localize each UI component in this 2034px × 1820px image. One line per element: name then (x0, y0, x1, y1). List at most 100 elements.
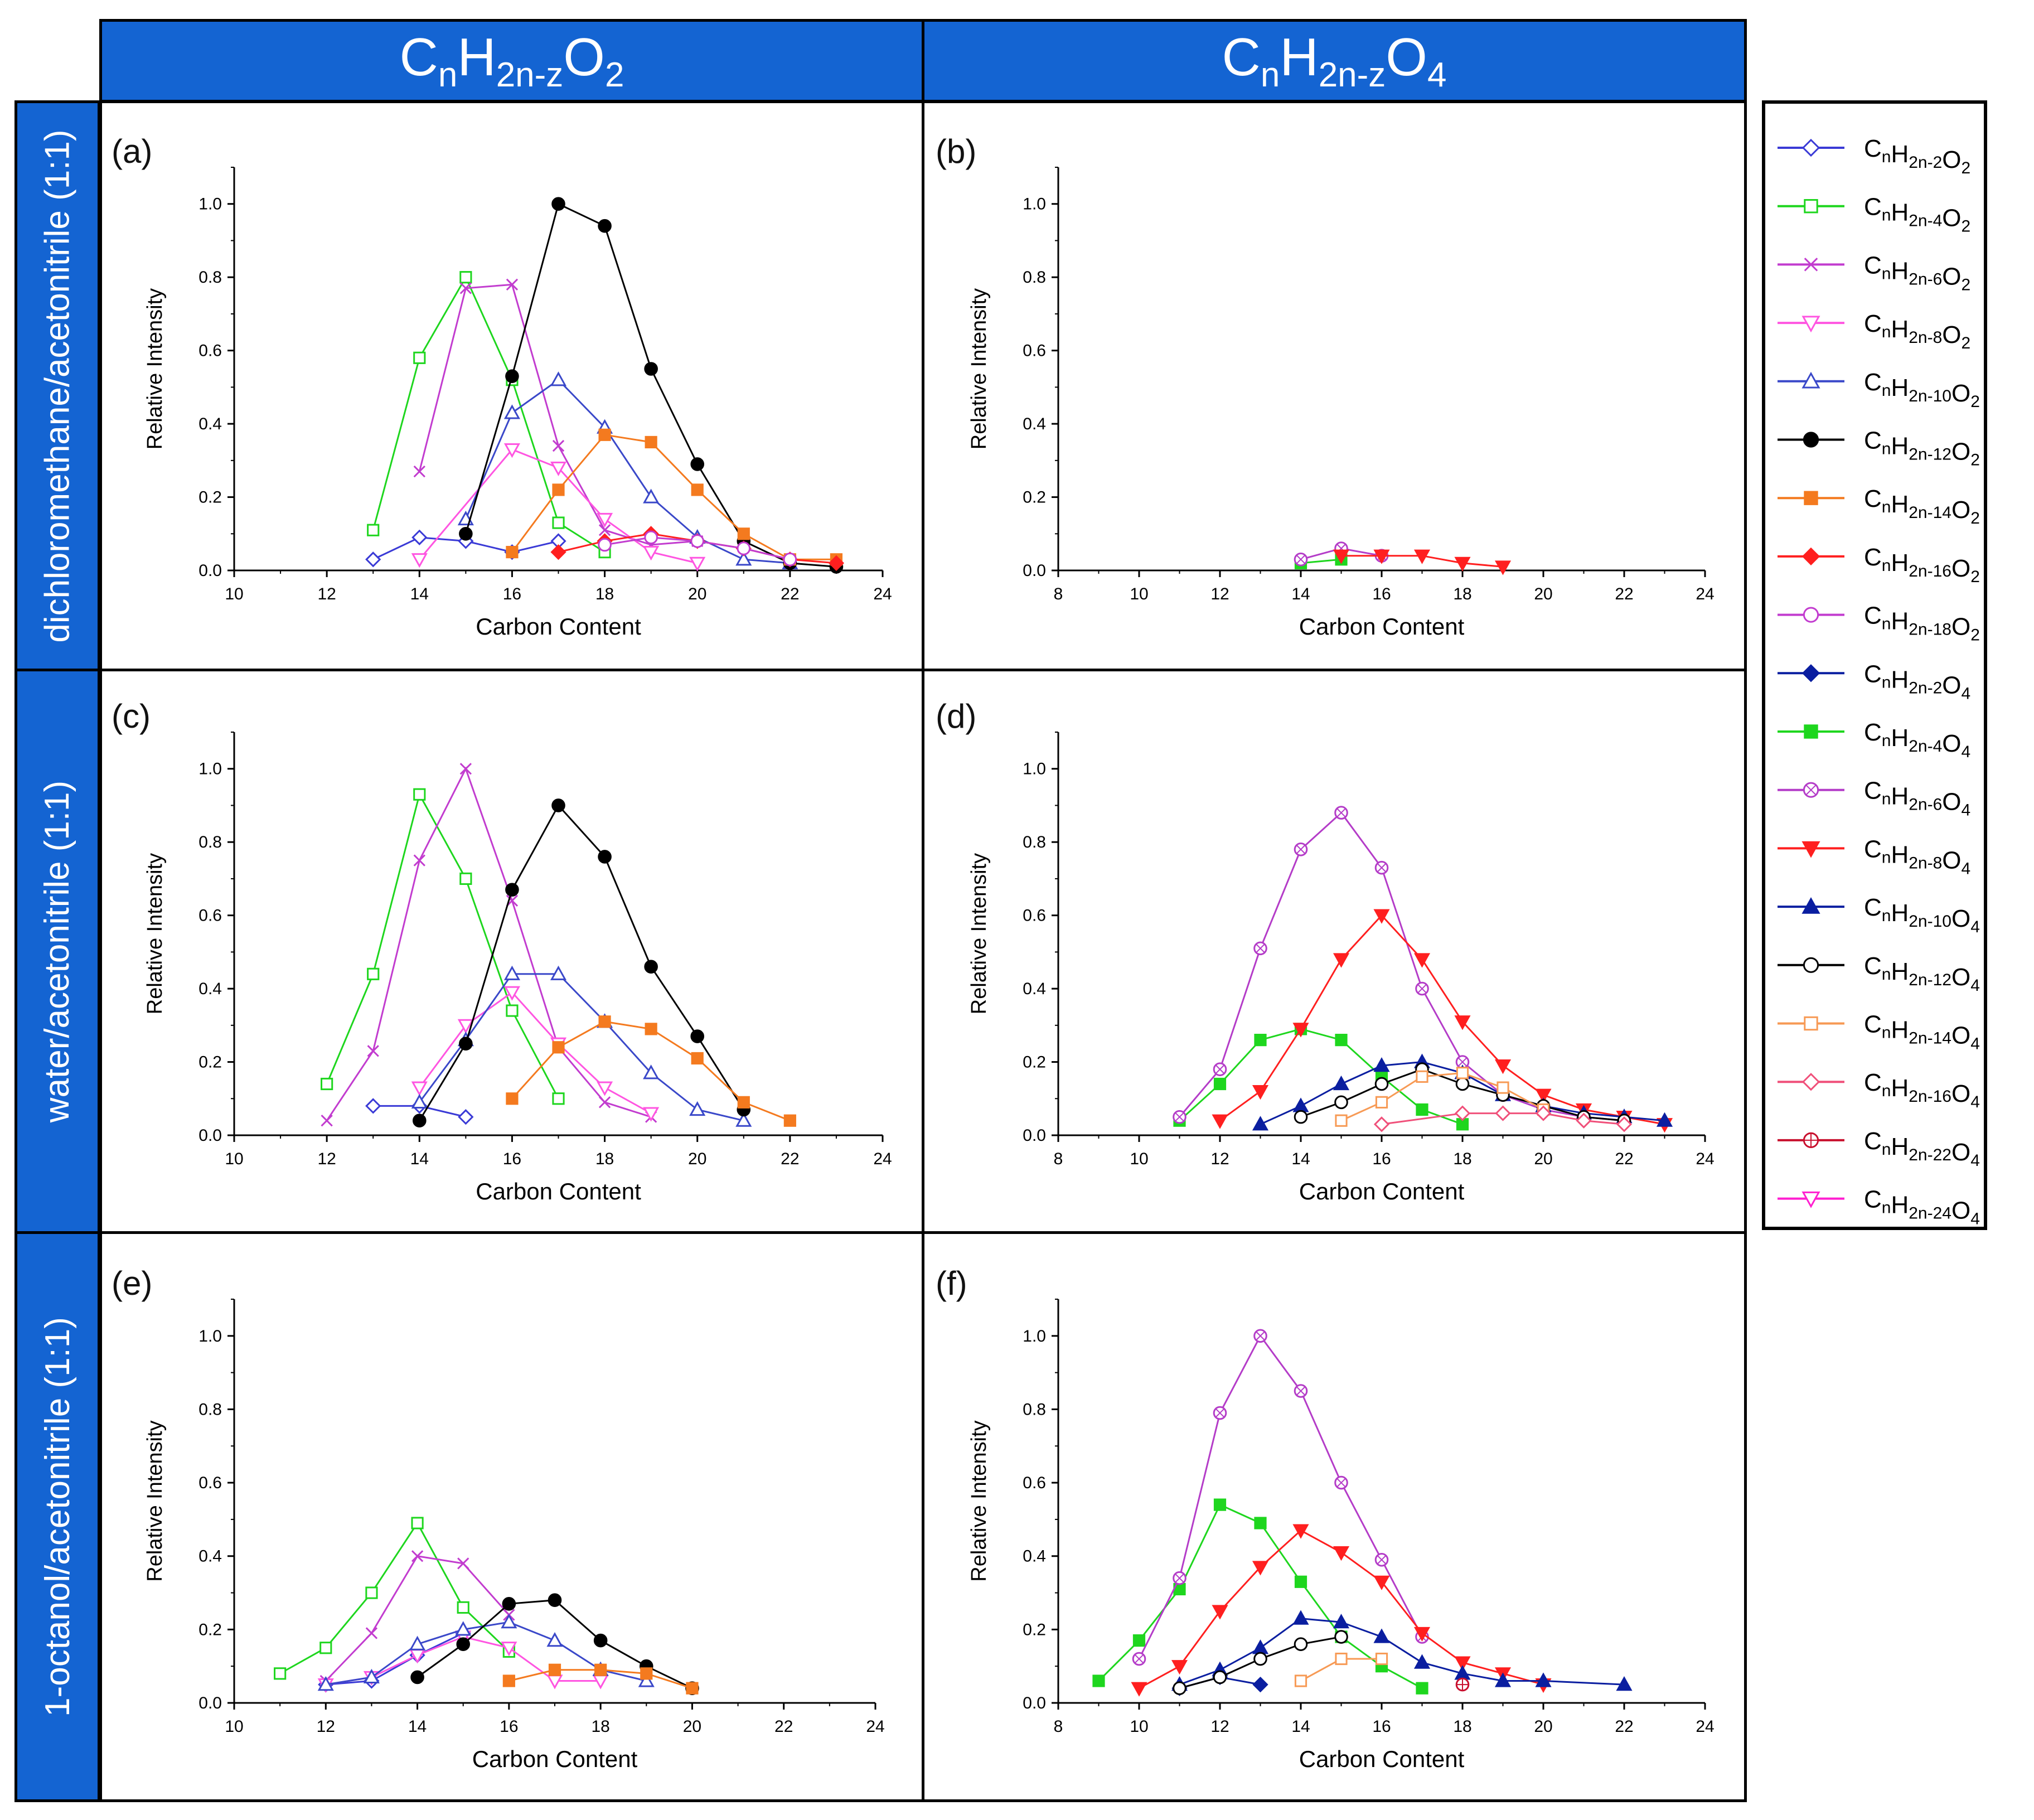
data-point (1454, 1105, 1471, 1121)
data-point (1416, 1103, 1428, 1116)
panel-label: (e) (112, 1265, 152, 1302)
y-tick-label: 0.8 (1023, 833, 1046, 851)
data-point (411, 1517, 424, 1529)
legend-label: CnH2n-12O4 (1864, 952, 1980, 995)
y-tick-label: 0.2 (1023, 1053, 1046, 1072)
legend-marker (1801, 664, 1820, 682)
data-point (1254, 1034, 1267, 1047)
data-point (643, 1107, 660, 1122)
data-point (413, 465, 425, 478)
y-tick-label: 0.6 (1023, 1474, 1046, 1492)
legend-label: CnH2n-14O4 (1864, 1011, 1980, 1053)
x-tick-label: 24 (1696, 585, 1714, 603)
data-point (506, 1092, 519, 1105)
chart-a: 10 12 14 16 18 20 22 24 0.0 0.2 0.4 0.6 0.8 1.0 Carbon… (112, 133, 892, 640)
data-point (551, 798, 565, 812)
y-tick-label: 0.0 (1023, 1126, 1046, 1145)
data-point (321, 1077, 333, 1091)
data-point (317, 1676, 334, 1691)
data-point (501, 1614, 517, 1629)
series-O2_18 (598, 530, 797, 567)
x-tick-label: 20 (1534, 1150, 1552, 1168)
data-point (1497, 1081, 1509, 1094)
legend-item-O4_10: CnH2n-10O4 (1778, 894, 1980, 936)
data-point (686, 1682, 699, 1695)
legend-label: CnH2n-8O4 (1864, 835, 1970, 878)
data-point (594, 1663, 607, 1676)
data-point (1535, 1672, 1552, 1687)
legend-marker (1801, 841, 1820, 858)
data-point (1375, 1652, 1388, 1666)
series-O2_14 (502, 1663, 699, 1695)
data-point (1416, 1070, 1428, 1083)
series-O4_4 (1173, 1023, 1469, 1131)
legend-item-O2_10: CnH2n-10O2 (1778, 369, 1980, 411)
data-point (550, 544, 566, 560)
data-point (735, 1112, 752, 1127)
data-point (737, 541, 751, 555)
series-O4_12 (1173, 1630, 1348, 1695)
data-point (1576, 1112, 1592, 1129)
data-point-cross (1175, 1574, 1184, 1583)
data-point (645, 435, 657, 449)
data-point (1413, 1654, 1431, 1669)
y-tick-label: 0.2 (1023, 488, 1046, 507)
data-point (552, 516, 565, 529)
data-point (552, 1092, 565, 1105)
y-tick-label: 0.0 (1023, 562, 1046, 580)
series-O2_4 (321, 788, 565, 1105)
series-line (1138, 1334, 1423, 1659)
data-point (274, 1667, 287, 1680)
data-point (1294, 1110, 1308, 1124)
data-point (1254, 1517, 1267, 1529)
data-point (412, 1114, 427, 1128)
legend-marker (1804, 724, 1818, 739)
y-tick-label: 0.6 (198, 342, 222, 360)
data-point-cross (1296, 555, 1306, 564)
y-tick-label: 1.0 (198, 1327, 222, 1345)
series-line (1219, 914, 1665, 1125)
data-point (1333, 1546, 1350, 1561)
data-point (552, 483, 565, 496)
data-point (1294, 1674, 1307, 1687)
legend-marker (1801, 897, 1820, 914)
data-point (691, 1052, 704, 1065)
legend-item-O4_14: CnH2n-14O4 (1778, 1011, 1980, 1053)
data-point (457, 1601, 469, 1614)
data-point (1454, 556, 1471, 572)
series-O4_8 (1333, 549, 1512, 575)
legend-item-O4_16: CnH2n-16O4 (1778, 1069, 1980, 1111)
data-point (1292, 1610, 1309, 1625)
y-tick-label: 0.2 (198, 488, 222, 507)
data-point (593, 1633, 608, 1648)
data-point (459, 282, 472, 294)
legend-item-O4_24: CnH2n-24O4 (1778, 1186, 1980, 1228)
legend-marker (1803, 432, 1819, 448)
x-tick-label: 18 (595, 585, 614, 603)
x-tick-label: 12 (317, 1150, 336, 1168)
x-tick-label: 8 (1054, 585, 1063, 603)
data-point (411, 553, 428, 568)
data-point (363, 1668, 380, 1684)
data-point (550, 965, 567, 980)
y-axis-label: Relative Intensity (143, 853, 167, 1014)
data-point (1294, 1637, 1308, 1651)
row-header-octanol: 1-octanol/acetonitrile (1:1) (14, 1231, 100, 1802)
y-tick-label: 0.6 (198, 907, 222, 925)
y-tick-label: 0.8 (198, 833, 222, 851)
panel-b (922, 100, 1747, 671)
legend-marker (1801, 138, 1820, 157)
series-O2_8 (411, 443, 706, 572)
series-line (326, 1632, 464, 1686)
y-tick-label: 0.2 (1023, 1620, 1046, 1639)
data-point-plus (1456, 1678, 1469, 1691)
data-point-cross (1175, 1112, 1184, 1122)
x-tick-label: 18 (591, 1717, 609, 1736)
y-axis-label: Relative Intensity (143, 288, 167, 449)
legend-label: CnH2n-2O4 (1864, 660, 1970, 703)
data-point (1213, 1670, 1227, 1685)
legend-marker (1801, 371, 1820, 389)
x-tick-label: 14 (1291, 1717, 1310, 1736)
legend-label: CnH2n-2O2 (1864, 135, 1970, 177)
series-O4_6 (1173, 806, 1631, 1128)
